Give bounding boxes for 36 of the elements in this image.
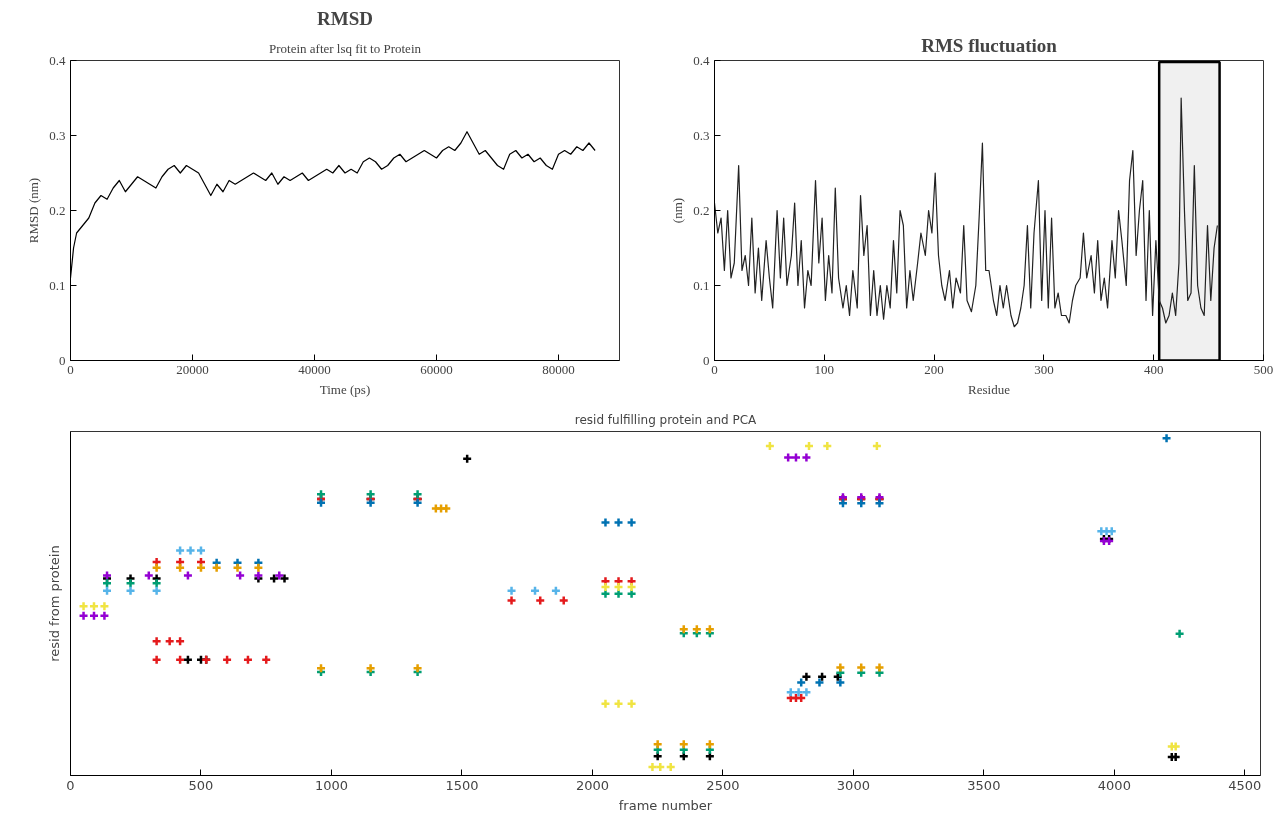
y-tick-label: 0.3	[49, 127, 66, 143]
x-tick-label: 400	[1143, 361, 1164, 377]
x-tick-label: 40000	[298, 361, 331, 377]
y-tick-label: 0.1	[49, 277, 66, 293]
x-tick-label: 300	[1034, 361, 1054, 377]
y-tick-label: 0.2	[693, 202, 710, 218]
x-axis-title: Residue	[968, 381, 1011, 397]
x-axis-title: Time (ps)	[319, 381, 371, 397]
x-tick-label: 4500	[1228, 777, 1262, 793]
x-tick-label: 500	[1253, 361, 1274, 377]
x-tick-label: 3500	[967, 777, 1001, 793]
x-tick-label: 200	[924, 361, 944, 377]
chart-title: resid fulfilling protein and PCA	[574, 412, 758, 427]
y-axis-title: (nm)	[670, 197, 686, 224]
y-axis-title: RMSD (nm)	[26, 177, 42, 244]
x-tick-label: 2500	[706, 777, 740, 793]
x-tick-label: 1500	[445, 777, 479, 793]
x-tick-label: 80000	[542, 361, 575, 377]
y-tick-label: 0.4	[693, 52, 710, 68]
x-tick-label: 2000	[575, 777, 609, 793]
y-tick-label: 0.2	[49, 202, 66, 218]
x-tick-label: 20000	[176, 361, 209, 377]
x-tick-label: 4000	[1097, 777, 1131, 793]
y-tick-label: 0.3	[693, 127, 710, 143]
y-axis-title: resid from protein	[46, 545, 62, 662]
x-tick-label: 500	[188, 777, 214, 793]
x-tick-label: 100	[814, 361, 835, 377]
x-axis-title: frame number	[618, 797, 713, 813]
y-tick-label: 0.4	[49, 52, 66, 68]
chart-subtitle: Protein after lsq fit to Protein	[269, 40, 422, 56]
y-tick-label: 0.1	[693, 277, 710, 293]
chart-title: RMSD	[317, 7, 373, 29]
chart-title: RMS fluctuation	[921, 34, 1058, 56]
x-tick-label: 60000	[420, 361, 453, 377]
x-tick-label: 3000	[836, 777, 870, 793]
x-tick-label: 1000	[314, 777, 349, 793]
